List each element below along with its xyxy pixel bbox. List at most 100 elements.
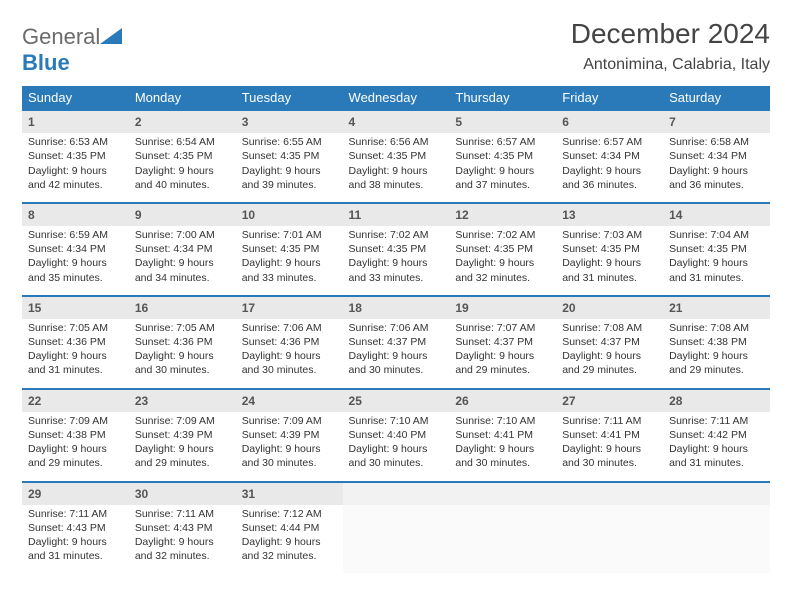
day-info-cell: Sunrise: 7:02 AMSunset: 4:35 PMDaylight:… — [343, 226, 450, 296]
day-info-cell: Sunrise: 7:03 AMSunset: 4:35 PMDaylight:… — [556, 226, 663, 296]
daylight-text: Daylight: 9 hours and 31 minutes. — [669, 257, 748, 283]
day-number-cell: 26 — [449, 389, 556, 412]
sunrise-text: Sunrise: 6:56 AM — [349, 135, 444, 149]
daylight-text: Daylight: 9 hours and 30 minutes. — [242, 350, 321, 376]
weekday-header: Wednesday — [343, 86, 450, 110]
day-info-cell — [663, 505, 770, 574]
day-info-cell: Sunrise: 7:10 AMSunset: 4:41 PMDaylight:… — [449, 412, 556, 482]
sunrise-text: Sunrise: 7:09 AM — [135, 414, 230, 428]
day-info-cell — [556, 505, 663, 574]
sunrise-text: Sunrise: 7:02 AM — [349, 228, 444, 242]
sunset-text: Sunset: 4:35 PM — [242, 149, 337, 163]
day-info-cell: Sunrise: 7:12 AMSunset: 4:44 PMDaylight:… — [236, 505, 343, 574]
day-number-cell: 13 — [556, 203, 663, 226]
sunset-text: Sunset: 4:41 PM — [562, 428, 657, 442]
sunrise-text: Sunrise: 7:11 AM — [28, 507, 123, 521]
daylight-text: Daylight: 9 hours and 30 minutes. — [455, 443, 534, 469]
day-number-row: 891011121314 — [22, 203, 770, 226]
month-title: December 2024 — [571, 18, 770, 50]
sunset-text: Sunset: 4:35 PM — [562, 242, 657, 256]
brand-logo: General Blue — [22, 24, 122, 76]
day-info-cell: Sunrise: 7:08 AMSunset: 4:38 PMDaylight:… — [663, 319, 770, 389]
weekday-header: Thursday — [449, 86, 556, 110]
sunset-text: Sunset: 4:44 PM — [242, 521, 337, 535]
day-number-cell: 27 — [556, 389, 663, 412]
sunset-text: Sunset: 4:35 PM — [28, 149, 123, 163]
sunrise-text: Sunrise: 6:53 AM — [28, 135, 123, 149]
day-number-cell: 4 — [343, 110, 450, 133]
day-number-cell: 29 — [22, 482, 129, 505]
day-number-cell: 30 — [129, 482, 236, 505]
weekday-header: Tuesday — [236, 86, 343, 110]
sunrise-text: Sunrise: 6:57 AM — [455, 135, 550, 149]
day-number-cell: 20 — [556, 296, 663, 319]
day-info-cell: Sunrise: 7:08 AMSunset: 4:37 PMDaylight:… — [556, 319, 663, 389]
day-info-row: Sunrise: 7:11 AMSunset: 4:43 PMDaylight:… — [22, 505, 770, 574]
sunset-text: Sunset: 4:37 PM — [349, 335, 444, 349]
sunrise-text: Sunrise: 7:11 AM — [135, 507, 230, 521]
weekday-header: Sunday — [22, 86, 129, 110]
sunset-text: Sunset: 4:35 PM — [455, 149, 550, 163]
day-number-cell: 12 — [449, 203, 556, 226]
sunrise-text: Sunrise: 7:09 AM — [242, 414, 337, 428]
day-info-cell: Sunrise: 7:09 AMSunset: 4:38 PMDaylight:… — [22, 412, 129, 482]
day-number-row: 15161718192021 — [22, 296, 770, 319]
title-block: December 2024 Antonimina, Calabria, Ital… — [571, 18, 770, 74]
sunrise-text: Sunrise: 6:58 AM — [669, 135, 764, 149]
location-subtitle: Antonimina, Calabria, Italy — [571, 56, 770, 74]
daylight-text: Daylight: 9 hours and 36 minutes. — [669, 165, 748, 191]
sunset-text: Sunset: 4:36 PM — [242, 335, 337, 349]
daylight-text: Daylight: 9 hours and 30 minutes. — [349, 443, 428, 469]
sunset-text: Sunset: 4:36 PM — [28, 335, 123, 349]
daylight-text: Daylight: 9 hours and 29 minutes. — [135, 443, 214, 469]
daylight-text: Daylight: 9 hours and 34 minutes. — [135, 257, 214, 283]
day-info-cell: Sunrise: 7:06 AMSunset: 4:37 PMDaylight:… — [343, 319, 450, 389]
daylight-text: Daylight: 9 hours and 30 minutes. — [562, 443, 641, 469]
day-info-cell: Sunrise: 7:00 AMSunset: 4:34 PMDaylight:… — [129, 226, 236, 296]
sunset-text: Sunset: 4:35 PM — [455, 242, 550, 256]
sunrise-text: Sunrise: 7:04 AM — [669, 228, 764, 242]
sunrise-text: Sunrise: 7:10 AM — [349, 414, 444, 428]
daylight-text: Daylight: 9 hours and 37 minutes. — [455, 165, 534, 191]
calendar-table: SundayMondayTuesdayWednesdayThursdayFrid… — [22, 86, 770, 573]
daylight-text: Daylight: 9 hours and 29 minutes. — [455, 350, 534, 376]
sunset-text: Sunset: 4:35 PM — [349, 242, 444, 256]
daylight-text: Daylight: 9 hours and 31 minutes. — [28, 350, 107, 376]
sunrise-text: Sunrise: 6:54 AM — [135, 135, 230, 149]
daylight-text: Daylight: 9 hours and 30 minutes. — [242, 443, 321, 469]
triangle-icon — [100, 26, 122, 44]
sunrise-text: Sunrise: 7:03 AM — [562, 228, 657, 242]
day-number-cell: 17 — [236, 296, 343, 319]
day-info-row: Sunrise: 7:05 AMSunset: 4:36 PMDaylight:… — [22, 319, 770, 389]
day-number-cell: 6 — [556, 110, 663, 133]
day-number-cell: 8 — [22, 203, 129, 226]
day-number-cell: 25 — [343, 389, 450, 412]
day-info-cell: Sunrise: 7:09 AMSunset: 4:39 PMDaylight:… — [236, 412, 343, 482]
daylight-text: Daylight: 9 hours and 33 minutes. — [242, 257, 321, 283]
day-info-cell: Sunrise: 7:11 AMSunset: 4:41 PMDaylight:… — [556, 412, 663, 482]
day-info-cell: Sunrise: 6:57 AMSunset: 4:34 PMDaylight:… — [556, 133, 663, 203]
day-number-cell: 3 — [236, 110, 343, 133]
day-info-cell: Sunrise: 7:11 AMSunset: 4:43 PMDaylight:… — [129, 505, 236, 574]
day-info-cell: Sunrise: 6:57 AMSunset: 4:35 PM Daylight:… — [449, 133, 556, 203]
day-number-cell: 10 — [236, 203, 343, 226]
sunrise-text: Sunrise: 7:11 AM — [562, 414, 657, 428]
day-info-cell: Sunrise: 7:09 AMSunset: 4:39 PMDaylight:… — [129, 412, 236, 482]
day-number-cell: 16 — [129, 296, 236, 319]
daylight-text: Daylight: 9 hours and 29 minutes. — [562, 350, 641, 376]
day-info-cell: Sunrise: 7:04 AMSunset: 4:35 PMDaylight:… — [663, 226, 770, 296]
day-number-cell: 14 — [663, 203, 770, 226]
day-info-cell — [343, 505, 450, 574]
day-number-row: 293031 — [22, 482, 770, 505]
daylight-text: Daylight: 9 hours and 33 minutes. — [349, 257, 428, 283]
brand-word-1: General — [22, 24, 100, 49]
day-info-cell: Sunrise: 6:59 AMSunset: 4:34 PMDaylight:… — [22, 226, 129, 296]
day-number-cell — [556, 482, 663, 505]
sunset-text: Sunset: 4:43 PM — [135, 521, 230, 535]
sunrise-text: Sunrise: 7:06 AM — [242, 321, 337, 335]
day-info-cell — [449, 505, 556, 574]
sunrise-text: Sunrise: 7:00 AM — [135, 228, 230, 242]
day-number-cell: 15 — [22, 296, 129, 319]
sunset-text: Sunset: 4:38 PM — [28, 428, 123, 442]
daylight-text: Daylight: 9 hours and 31 minutes. — [669, 443, 748, 469]
